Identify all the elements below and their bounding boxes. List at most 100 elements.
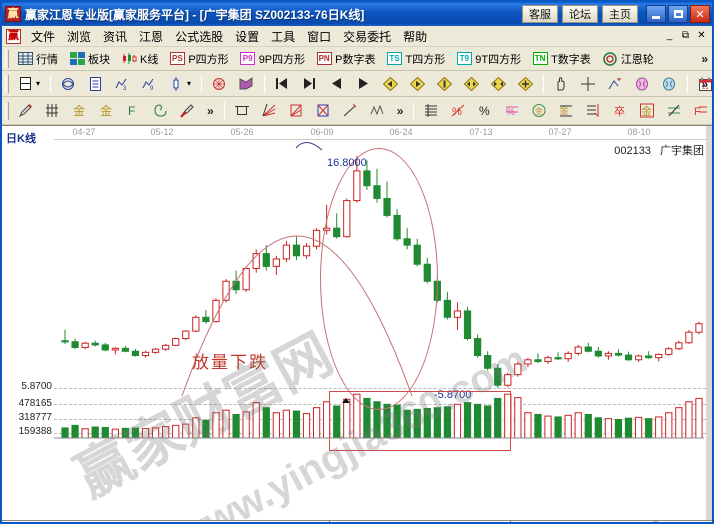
toolbar-button-sub3[interactable]: 3 <box>109 74 135 94</box>
toolbar-button-measure[interactable] <box>602 74 628 94</box>
draw-button-magnet[interactable] <box>174 101 200 121</box>
draw-button-trendline[interactable] <box>337 101 363 121</box>
toolbar-button-sub9[interactable]: 9 <box>136 74 162 94</box>
percent-icon: % <box>477 103 493 119</box>
draw-button-gold1[interactable]: 金 <box>66 101 92 121</box>
slash-levels-icon <box>666 103 682 119</box>
draw-button-gold-lines[interactable]: 金 <box>553 101 579 121</box>
menu-item-browse[interactable]: 浏览 <box>67 29 92 44</box>
toolbar-button-gann-wheel[interactable]: 江恩轮 <box>597 49 659 69</box>
menu-item-file[interactable]: 文件 <box>31 29 56 44</box>
toolbar-button-quotes[interactable]: 行情 <box>12 49 63 69</box>
toolbar-button-crosshair[interactable] <box>575 74 601 94</box>
toolbar-button-prev[interactable] <box>323 74 349 94</box>
draw-button-rect[interactable] <box>229 101 255 121</box>
draw-button-pct-red[interactable]: % <box>445 101 471 121</box>
draw-button-f-levels[interactable]: F <box>688 101 712 121</box>
draw-button-box-fan[interactable] <box>283 101 309 121</box>
homepage-button[interactable]: 主页 <box>602 5 638 23</box>
mdi-close-icon[interactable]: ✕ <box>694 29 709 43</box>
menu-item-trade[interactable]: 交易委托 <box>343 29 392 44</box>
svg-text:3: 3 <box>123 86 127 91</box>
macd-panel[interactable]: MACD DIF=-0.48 DEA=-0.63 MACD=0.31 1.61 … <box>2 520 712 522</box>
draw-button-spiral[interactable] <box>147 101 173 121</box>
toolbar3-overflow-icon[interactable]: » <box>207 103 214 118</box>
toolbar-grip[interactable] <box>5 49 9 68</box>
kline-chart-panel[interactable]: 日K线 04-27 05-12 05-26 06-09 06-24 07-13 … <box>2 125 712 520</box>
toolbar-button-zoom5[interactable] <box>485 74 511 94</box>
toolbar-button-9p-square[interactable]: P9 9P四方形 <box>235 49 310 69</box>
customer-service-button[interactable]: 客服 <box>522 5 558 23</box>
menu-item-formula[interactable]: 公式选股 <box>175 29 224 44</box>
draw-button-zigzag[interactable] <box>364 101 390 121</box>
toolbar-button-overlay[interactable] <box>55 74 81 94</box>
draw-button-f[interactable]: F <box>120 101 146 121</box>
toolbar-button-sector[interactable]: 板块 <box>64 49 115 69</box>
draw-button-levels[interactable] <box>418 101 444 121</box>
toolbar-button-t-square[interactable]: TS T四方形 <box>382 49 451 69</box>
period-selector[interactable]: ▾ <box>12 74 45 94</box>
draw-button-circle-gold[interactable]: 金 <box>526 101 552 121</box>
draw-button-grid[interactable] <box>39 101 65 121</box>
toolbar-button-p-square[interactable]: PS P四方形 <box>164 49 233 69</box>
draw-button-pen[interactable] <box>12 101 38 121</box>
toolbar2-grip[interactable] <box>5 74 9 93</box>
volume-highlight-rect[interactable] <box>329 391 511 451</box>
draw-button-box-grid[interactable] <box>310 101 336 121</box>
y-axis-price-label: 5.8700 <box>21 381 52 392</box>
candle-width-caret-icon[interactable]: ▾ <box>187 79 192 88</box>
toolbar2-sep5 <box>687 74 689 93</box>
pn-glyph: PN <box>316 52 332 65</box>
draw-button-gold-box[interactable]: 金 <box>634 101 660 121</box>
mdi-restore-icon[interactable]: ⧉ <box>678 29 693 43</box>
forum-button[interactable]: 论坛 <box>562 5 598 23</box>
toolbar-button-candle-width[interactable]: ▾ <box>163 74 196 94</box>
menu-item-help[interactable]: 帮助 <box>403 29 428 44</box>
draw-button-cross-red[interactable]: 卒 <box>607 101 633 121</box>
toolbar-button-9t-square[interactable]: T9 9T四方形 <box>451 49 526 69</box>
mdi-minimize-icon[interactable]: _ <box>662 29 677 43</box>
toolbar-button-brain2[interactable] <box>656 74 682 94</box>
minimize-icon[interactable] <box>646 5 666 23</box>
toolbar-button-list[interactable] <box>82 74 108 94</box>
maximize-icon[interactable] <box>668 5 688 23</box>
menu-item-settings[interactable]: 设置 <box>235 29 260 44</box>
ellipse-annotation[interactable] <box>320 148 438 410</box>
draw-button-gold2[interactable]: 金 <box>93 101 119 121</box>
toolbar2-sep1 <box>50 74 52 93</box>
toolbar-button-hand[interactable] <box>548 74 574 94</box>
toolbar-button-first[interactable] <box>269 74 295 94</box>
menu-item-news[interactable]: 资讯 <box>103 29 128 44</box>
toolbar1-overflow-icon[interactable]: » <box>701 51 708 66</box>
toolbar-button-zoom2[interactable] <box>404 74 430 94</box>
toolbar-button-gann-fan[interactable] <box>206 74 232 94</box>
toolbar-button-last[interactable] <box>296 74 322 94</box>
toolbar3-grip[interactable] <box>5 101 9 120</box>
draw-button-pct-pink[interactable]: % <box>499 101 525 121</box>
close-icon[interactable]: ✕ <box>690 5 710 23</box>
toolbar-button-next[interactable] <box>350 74 376 94</box>
arrow-right-icon <box>355 76 371 92</box>
draw-button-fan[interactable] <box>256 101 282 121</box>
toolbar-button-zoom3[interactable] <box>431 74 457 94</box>
toolbar-button-zoom4[interactable] <box>458 74 484 94</box>
toolbar-button-zoom1[interactable] <box>377 74 403 94</box>
toolbar-button-brain1[interactable] <box>629 74 655 94</box>
menu-item-window[interactable]: 窗口 <box>307 29 332 44</box>
toolbar-button-colorchart[interactable] <box>233 74 259 94</box>
draw-button-pct[interactable]: % <box>472 101 498 121</box>
menu-item-tools[interactable]: 工具 <box>271 29 296 44</box>
toolbar3b-overflow-icon[interactable]: » <box>396 103 404 118</box>
toolbar2-overflow-icon[interactable]: » <box>701 76 708 91</box>
toolbar-button-zoom6[interactable] <box>512 74 538 94</box>
sector-icon <box>69 51 85 67</box>
chart-scrollbar[interactable] <box>706 126 712 520</box>
toolbar-button-calendar[interactable]: 21 <box>692 74 712 94</box>
toolbar-button-t-number[interactable]: TN T数字表 <box>527 49 596 69</box>
draw-button-slash1[interactable] <box>661 101 687 121</box>
period-caret-icon[interactable]: ▾ <box>36 79 41 88</box>
menu-item-gann[interactable]: 江恩 <box>139 29 164 44</box>
toolbar-button-p-number[interactable]: PN P数字表 <box>311 49 380 69</box>
toolbar-button-kline[interactable]: K线 <box>116 49 163 69</box>
draw-button-gold-arrow[interactable] <box>580 101 606 121</box>
